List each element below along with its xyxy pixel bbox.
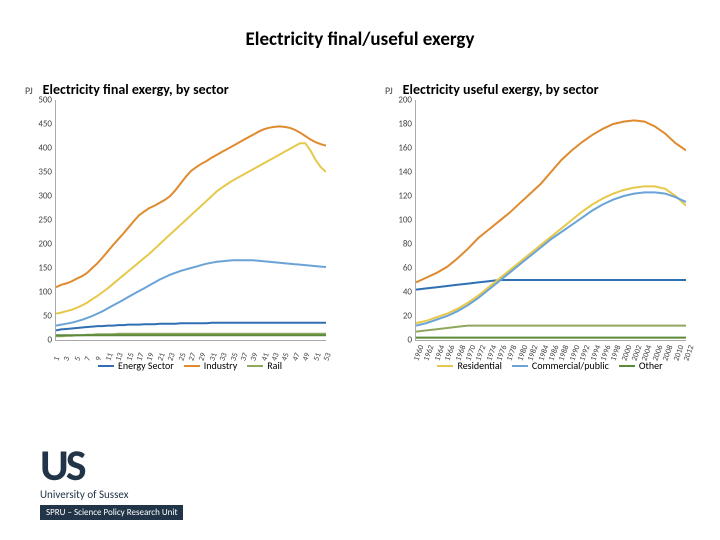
y-tick: 500 (26, 95, 52, 106)
y-tick: 200 (386, 95, 412, 106)
y-tick: 140 (386, 167, 412, 178)
logo-university: University of Sussex (40, 488, 183, 501)
series-industry (416, 120, 686, 282)
footer-logo: US University of Sussex SPRU – Science P… (40, 446, 183, 520)
y-tick: 350 (26, 167, 52, 178)
legend-label: Industry (204, 359, 238, 372)
right-plot: 0204060801001201401601802001960196219641… (415, 100, 686, 341)
series-energy_sector (416, 280, 686, 290)
page-title: Electricity final/useful exergy (0, 0, 720, 51)
y-tick: 40 (386, 287, 412, 298)
y-tick: 50 (26, 311, 52, 322)
y-tick: 100 (386, 215, 412, 226)
y-tick: 250 (26, 215, 52, 226)
legend-swatch (512, 365, 528, 367)
chart-svg (56, 100, 326, 340)
chart-row: PJ Electricity final exergy, by sector 0… (0, 81, 720, 372)
right-chart-title: Electricity useful exergy, by sector (403, 81, 599, 98)
y-tick: 180 (386, 119, 412, 130)
y-tick: 200 (26, 239, 52, 250)
y-tick: 60 (386, 263, 412, 274)
chart-svg (416, 100, 686, 340)
series-residential (56, 143, 326, 313)
y-tick: 20 (386, 311, 412, 322)
y-tick: 120 (386, 191, 412, 202)
y-tick: 160 (386, 143, 412, 154)
series-residential (416, 186, 686, 323)
legend-swatch (184, 365, 200, 367)
logo-mark: US (40, 446, 183, 486)
y-tick: 0 (26, 335, 52, 346)
legend-swatch (247, 365, 263, 367)
y-tick: 100 (26, 287, 52, 298)
right-chart: PJ Electricity useful exergy, by sector … (385, 81, 695, 372)
y-tick: 450 (26, 119, 52, 130)
legend-swatch (98, 365, 114, 367)
legend-swatch (619, 365, 635, 367)
y-tick: 0 (386, 335, 412, 346)
series-rail (416, 326, 686, 332)
y-tick: 300 (26, 191, 52, 202)
legend-swatch (437, 365, 453, 367)
left-chart-title: Electricity final exergy, by sector (43, 81, 229, 98)
y-tick: 150 (26, 263, 52, 274)
series-energy_sector (56, 323, 326, 331)
left-plot: 0501001502002503003504004505001357911131… (55, 100, 326, 341)
left-chart: PJ Electricity final exergy, by sector 0… (25, 81, 335, 372)
y-tick: 400 (26, 143, 52, 154)
logo-unit: SPRU – Science Policy Research Unit (40, 505, 183, 520)
series-commercial (56, 260, 326, 325)
y-tick: 80 (386, 239, 412, 250)
